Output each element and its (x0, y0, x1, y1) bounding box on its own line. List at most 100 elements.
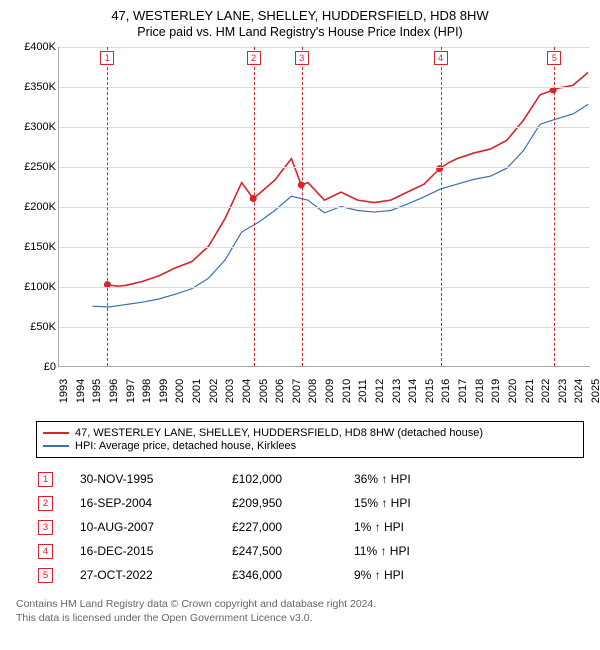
x-tick-label: 1993 (58, 379, 70, 403)
sale-vs-hpi: 1% ↑ HPI (354, 516, 421, 538)
sale-price: £346,000 (232, 564, 352, 586)
sale-badge: 3 (38, 520, 53, 535)
y-tick-label: £150K (24, 241, 56, 253)
sale-marker-badge: 2 (247, 51, 261, 65)
legend-label: 47, WESTERLEY LANE, SHELLEY, HUDDERSFIEL… (75, 427, 483, 439)
gridline (59, 127, 590, 128)
sale-date: 16-DEC-2015 (80, 540, 230, 562)
chart-area: £0£50K£100K£150K£200K£250K£300K£350K£400… (10, 47, 590, 417)
sale-badge: 4 (38, 544, 53, 559)
legend-row: HPI: Average price, detached house, Kirk… (43, 440, 577, 452)
x-tick-label: 2018 (474, 379, 486, 403)
x-tick-label: 2021 (524, 379, 536, 403)
legend-swatch (43, 445, 69, 447)
x-tick-label: 2014 (407, 379, 419, 403)
sale-badge: 5 (38, 568, 53, 583)
sale-reference-line (441, 47, 442, 366)
y-tick-label: £100K (24, 281, 56, 293)
gridline (59, 327, 590, 328)
sale-reference-line (254, 47, 255, 366)
x-tick-label: 2001 (191, 379, 203, 403)
x-tick-label: 2020 (507, 379, 519, 403)
sale-marker-badge: 5 (547, 51, 561, 65)
x-tick-label: 2008 (307, 379, 319, 403)
x-tick-label: 2006 (274, 379, 286, 403)
y-axis: £0£50K£100K£150K£200K£250K£300K£350K£400… (10, 47, 58, 367)
attribution-footer: Contains HM Land Registry data © Crown c… (16, 598, 584, 625)
x-tick-label: 2010 (341, 379, 353, 403)
x-tick-label: 2007 (291, 379, 303, 403)
y-tick-label: £400K (24, 41, 56, 53)
x-tick-label: 1995 (91, 379, 103, 403)
sale-price: £102,000 (232, 468, 352, 490)
sale-reference-line (107, 47, 108, 366)
footer-line-2: This data is licensed under the Open Gov… (16, 612, 584, 626)
sale-row: 216-SEP-2004£209,95015% ↑ HPI (38, 492, 421, 514)
sale-marker-badge: 1 (100, 51, 114, 65)
x-tick-label: 2025 (590, 379, 600, 403)
x-tick-label: 2004 (241, 379, 253, 403)
gridline (59, 247, 590, 248)
gridline (59, 207, 590, 208)
x-tick-label: 2012 (374, 379, 386, 403)
y-tick-label: £200K (24, 201, 56, 213)
sale-row: 1 30-NOV-1995£102,00036% ↑ HPI (38, 468, 421, 490)
sale-row: 4 16-DEC-2015£247,50011% ↑ HPI (38, 540, 421, 562)
x-tick-label: 1994 (75, 379, 87, 403)
sale-price: £209,950 (232, 492, 352, 514)
x-tick-label: 1996 (108, 379, 120, 403)
x-tick-label: 2000 (174, 379, 186, 403)
x-axis: 1993199419951996199719981999200020012002… (58, 367, 590, 417)
sale-vs-hpi: 9% ↑ HPI (354, 564, 421, 586)
x-tick-label: 2022 (540, 379, 552, 403)
sale-date: 10-AUG-2007 (80, 516, 230, 538)
sale-price: £227,000 (232, 516, 352, 538)
chart-container: 47, WESTERLEY LANE, SHELLEY, HUDDERSFIEL… (0, 0, 600, 633)
gridline (59, 87, 590, 88)
chart-title: 47, WESTERLEY LANE, SHELLEY, HUDDERSFIEL… (4, 8, 596, 23)
x-tick-label: 2016 (440, 379, 452, 403)
x-tick-label: 2002 (208, 379, 220, 403)
legend-label: HPI: Average price, detached house, Kirk… (75, 440, 296, 452)
sales-table: 1 30-NOV-1995£102,00036% ↑ HPI216-SEP-200… (36, 466, 423, 588)
y-tick-label: £50K (30, 321, 56, 333)
x-tick-label: 1999 (158, 379, 170, 403)
x-tick-label: 2013 (391, 379, 403, 403)
sale-reference-line (554, 47, 555, 366)
sale-row: 3 10-AUG-2007£227,0001% ↑ HPI (38, 516, 421, 538)
x-tick-label: 2017 (457, 379, 469, 403)
x-tick-label: 1997 (125, 379, 137, 403)
sale-marker-badge: 3 (295, 51, 309, 65)
x-tick-label: 2009 (324, 379, 336, 403)
y-tick-label: £350K (24, 81, 56, 93)
chart-subtitle: Price paid vs. HM Land Registry's House … (4, 25, 596, 39)
sale-vs-hpi: 11% ↑ HPI (354, 540, 421, 562)
sale-row: 5 27-OCT-2022£346,0009% ↑ HPI (38, 564, 421, 586)
x-tick-label: 2005 (258, 379, 270, 403)
sale-date: 30-NOV-1995 (80, 468, 230, 490)
legend-box: 47, WESTERLEY LANE, SHELLEY, HUDDERSFIEL… (36, 421, 584, 458)
y-tick-label: £300K (24, 121, 56, 133)
x-tick-label: 2015 (424, 379, 436, 403)
gridline (59, 287, 590, 288)
sale-date: 16-SEP-2004 (80, 492, 230, 514)
x-tick-label: 2023 (557, 379, 569, 403)
sale-vs-hpi: 36% ↑ HPI (354, 468, 421, 490)
sale-marker-badge: 4 (434, 51, 448, 65)
legend-row: 47, WESTERLEY LANE, SHELLEY, HUDDERSFIEL… (43, 427, 577, 439)
x-tick-label: 2024 (573, 379, 585, 403)
series-line (93, 104, 588, 307)
x-tick-label: 2019 (490, 379, 502, 403)
plot-area: 1 2 3 4 5 (58, 47, 590, 367)
sale-vs-hpi: 15% ↑ HPI (354, 492, 421, 514)
sale-price: £247,500 (232, 540, 352, 562)
legend-swatch (43, 432, 69, 434)
x-tick-label: 2003 (224, 379, 236, 403)
series-line (107, 73, 588, 287)
x-tick-label: 2011 (357, 379, 369, 403)
gridline (59, 47, 590, 48)
sale-date: 27-OCT-2022 (80, 564, 230, 586)
y-tick-label: £0 (44, 361, 56, 373)
sale-badge: 1 (38, 472, 53, 487)
gridline (59, 167, 590, 168)
